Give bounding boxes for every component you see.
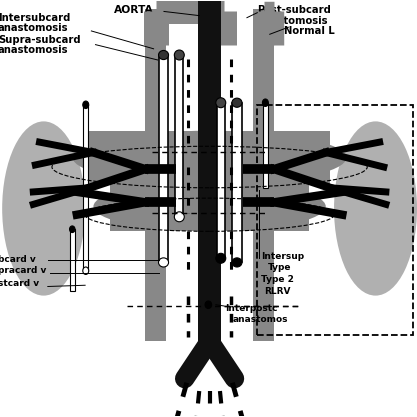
- Text: Post-subcard: Post-subcard: [257, 5, 331, 15]
- Text: Normal L: Normal L: [284, 26, 335, 36]
- Bar: [110, 181, 309, 231]
- Text: anastomosis: anastomosis: [0, 23, 68, 33]
- Text: Type 2: Type 2: [261, 275, 294, 284]
- Bar: [217, 103, 225, 258]
- Ellipse shape: [83, 267, 89, 274]
- Bar: [253, 9, 274, 341]
- Text: AORTA: AORTA: [114, 5, 154, 15]
- Ellipse shape: [70, 226, 75, 233]
- Ellipse shape: [174, 212, 184, 222]
- Ellipse shape: [334, 121, 417, 296]
- Ellipse shape: [232, 98, 242, 107]
- Text: stcard v: stcard v: [0, 279, 39, 289]
- Text: Supra-subcard: Supra-subcard: [0, 35, 80, 45]
- Ellipse shape: [174, 50, 184, 60]
- Bar: [175, 55, 183, 217]
- Ellipse shape: [93, 181, 326, 231]
- Ellipse shape: [83, 101, 89, 108]
- Bar: [83, 105, 88, 271]
- Bar: [263, 103, 268, 188]
- Bar: [89, 131, 330, 185]
- Bar: [70, 229, 75, 291]
- Ellipse shape: [232, 258, 242, 267]
- Bar: [232, 103, 241, 262]
- Bar: [159, 55, 168, 262]
- Text: anastomos: anastomos: [232, 315, 288, 324]
- Bar: [198, 1, 221, 341]
- Text: RLRV: RLRV: [264, 287, 291, 296]
- Ellipse shape: [73, 131, 347, 185]
- Text: Type: Type: [268, 263, 291, 272]
- Text: pracard v: pracard v: [0, 266, 46, 275]
- Ellipse shape: [2, 121, 85, 296]
- Text: bcard v: bcard v: [0, 255, 36, 264]
- Ellipse shape: [216, 253, 226, 263]
- Text: Interpostc: Interpostc: [225, 304, 278, 314]
- Text: Intersubcard: Intersubcard: [0, 13, 70, 23]
- Ellipse shape: [262, 99, 269, 106]
- Text: Intersup: Intersup: [261, 252, 304, 261]
- Bar: [257, 105, 413, 335]
- Ellipse shape: [205, 301, 212, 309]
- Ellipse shape: [216, 98, 226, 108]
- Bar: [198, 1, 221, 341]
- Text: anastomosis: anastomosis: [257, 15, 328, 25]
- Text: anastomosis: anastomosis: [0, 45, 68, 55]
- Bar: [145, 9, 166, 341]
- Ellipse shape: [158, 50, 168, 60]
- Ellipse shape: [158, 258, 168, 267]
